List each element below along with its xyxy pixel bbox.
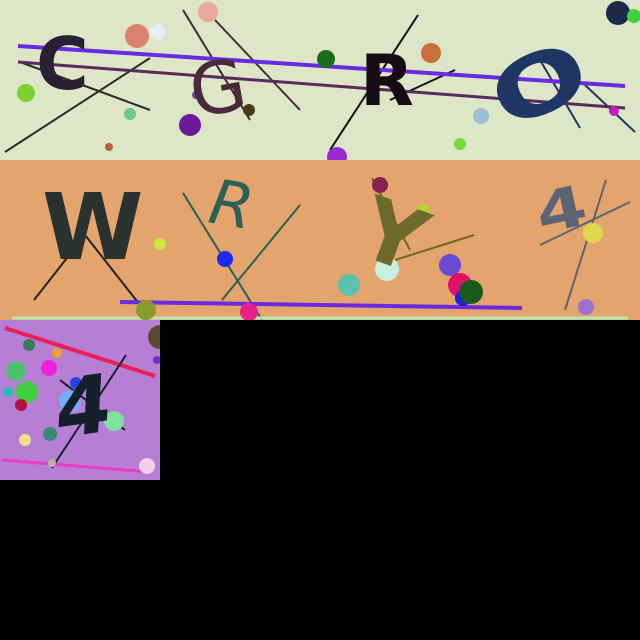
captcha-noise-1 bbox=[4, 1, 640, 160]
captcha-char-1: C bbox=[36, 22, 89, 106]
captcha-noise-2 bbox=[12, 177, 631, 320]
captcha-char-3: R bbox=[360, 40, 414, 122]
captcha-noise-3 bbox=[1, 325, 160, 474]
captcha-tile-3: 4 bbox=[0, 320, 160, 480]
captcha-tile-1: C G R O bbox=[0, 0, 640, 160]
captcha-tile-2: W R Y 4 bbox=[0, 160, 640, 320]
captcha-char-5: W bbox=[42, 174, 144, 281]
